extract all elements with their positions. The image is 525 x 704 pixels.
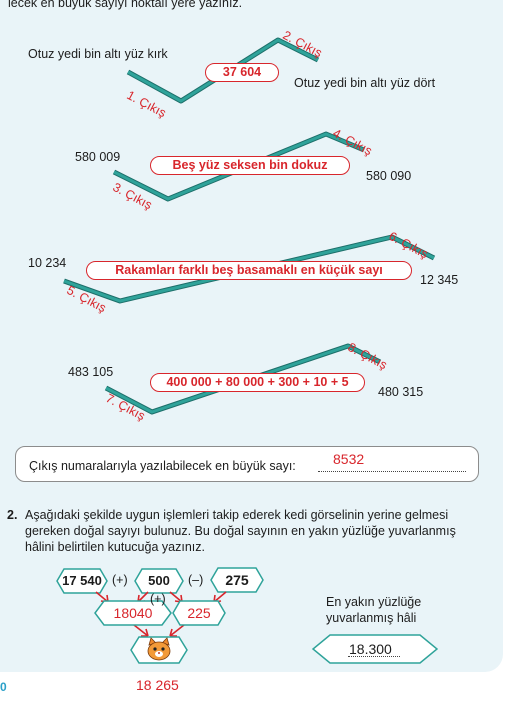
cat-icon [147,637,171,661]
rounded-dotted-line[interactable] [348,656,400,657]
route3-right-text: 12 345 [420,273,459,287]
worksheet-panel [0,0,503,672]
route1-center-label: 37 604 [205,63,279,82]
q2-text-line3: hâlini belirtilen kutucuğa yazınız. [25,540,205,554]
route4-left-text: 483 105 [68,365,114,379]
route1-right-text: Otuz yedi bin altı yüz dört [294,76,436,90]
route1-left-text: Otuz yedi bin altı yüz kırk [28,47,168,61]
page-number: 0 [0,680,7,694]
route3-left-text: 10 234 [28,256,67,270]
rounded-value: 18.300 [349,641,392,657]
bottom-answer: 18 265 [136,677,179,693]
answer-value: 8532 [333,451,365,467]
hex-top-2: 500 [134,568,184,594]
top-cut-text: lecek en büyük sayıyı noktalı yere yazın… [8,0,243,10]
hex-top-1-value: 17 540 [62,573,102,588]
answer-dotted-line[interactable] [318,471,466,472]
hex-top-2-value: 500 [148,573,170,588]
hex-top-1: 17 540 [56,568,108,594]
rounded-label-line2: yuvarlanmış hâli [326,611,417,625]
hex-middle-1: 18040 [94,600,172,626]
hex-top-3-value: 275 [225,572,249,588]
hex-top-3: 275 [210,567,264,593]
hex-middle-1-value: 18040 [113,605,153,621]
route2-right-text: 580 090 [366,169,412,183]
op-top-2: (–) [188,573,204,587]
route3-center-label: Rakamları farklı beş basamaklı en küçük … [86,261,412,280]
route4-right-text: 480 315 [378,385,424,399]
hex-middle-2-value: 225 [187,605,211,621]
op-middle: (+) [150,592,166,606]
q2-text-line1: Aşağıdaki şekilde uygun işlemleri takip … [25,508,449,522]
hex-cat [130,636,188,664]
hex-middle-2: 225 [172,600,226,626]
q2-number: 2. [7,508,18,522]
route4-center-label: 400 000 + 80 000 + 300 + 10 + 5 [150,373,365,392]
answer-box [15,446,479,482]
rounded-label-line1: En yakın yüzlüğe [326,595,422,609]
op-top-1: (+) [112,573,128,587]
rounded-box [312,634,438,664]
answer-box-label: Çıkış numaralarıyla yazılabilecek en büy… [29,459,296,473]
route2-center-label: Beş yüz seksen bin dokuz [150,156,350,175]
route2-left-text: 580 009 [75,150,121,164]
q2-text-line2: gereken doğal sayıyı bulunuz. Bu doğal s… [25,524,456,538]
